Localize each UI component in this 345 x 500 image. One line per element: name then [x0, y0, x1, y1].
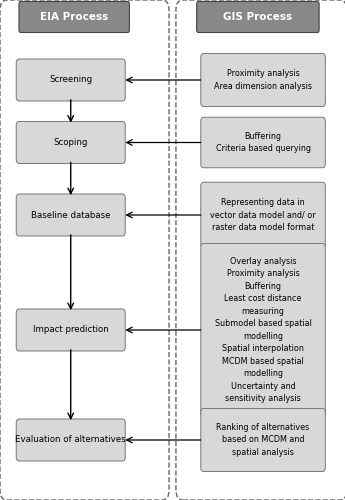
- FancyBboxPatch shape: [16, 122, 125, 164]
- FancyBboxPatch shape: [16, 194, 125, 236]
- FancyBboxPatch shape: [201, 117, 325, 168]
- Text: Proximity analysis
Area dimension analysis: Proximity analysis Area dimension analys…: [214, 69, 312, 91]
- FancyBboxPatch shape: [176, 0, 345, 500]
- FancyBboxPatch shape: [16, 59, 125, 101]
- Text: EIA Process: EIA Process: [40, 12, 108, 22]
- FancyBboxPatch shape: [201, 244, 325, 416]
- FancyBboxPatch shape: [201, 54, 325, 106]
- Text: Representing data in
vector data model and/ or
raster data model format: Representing data in vector data model a…: [210, 198, 316, 232]
- FancyBboxPatch shape: [16, 419, 125, 461]
- FancyBboxPatch shape: [201, 182, 325, 248]
- Text: Impact prediction: Impact prediction: [33, 326, 109, 334]
- Text: Overlay analysis
Proximity analysis
Buffering
Least cost distance
measuring
Subm: Overlay analysis Proximity analysis Buff…: [215, 257, 312, 403]
- Text: Screening: Screening: [49, 76, 92, 84]
- FancyBboxPatch shape: [0, 0, 169, 500]
- Text: Buffering
Criteria based querying: Buffering Criteria based querying: [216, 132, 310, 153]
- FancyBboxPatch shape: [19, 2, 129, 32]
- Text: Scoping: Scoping: [53, 138, 88, 147]
- Text: Evaluation of alternatives: Evaluation of alternatives: [16, 436, 126, 444]
- FancyBboxPatch shape: [197, 2, 319, 32]
- FancyBboxPatch shape: [16, 309, 125, 351]
- FancyBboxPatch shape: [201, 408, 325, 472]
- Text: GIS Process: GIS Process: [223, 12, 293, 22]
- Text: Ranking of alternatives
based on MCDM and
spatial analysis: Ranking of alternatives based on MCDM an…: [216, 423, 310, 457]
- Text: Baseline database: Baseline database: [31, 210, 110, 220]
